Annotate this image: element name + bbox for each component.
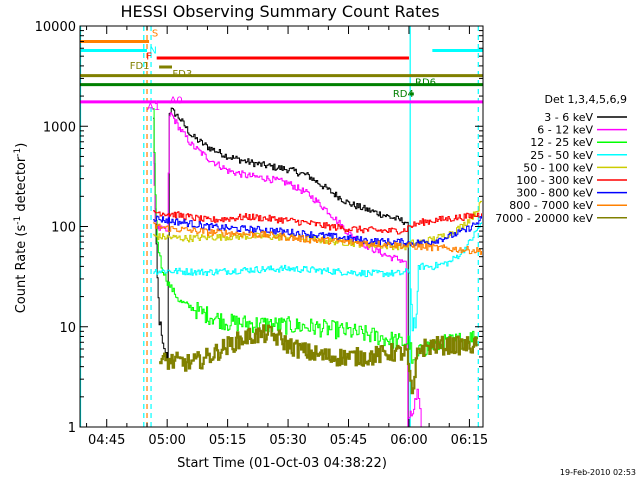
legend-label-6: 300 - 800 keV (516, 187, 593, 200)
x-tick-label-1: 05:00 (148, 433, 185, 448)
series-line-3 (153, 222, 482, 332)
y-axis-label-sup1: -1 (13, 216, 23, 225)
legend-label-0: 3 - 6 keV (544, 111, 593, 124)
series-line-8 (159, 324, 479, 395)
series-line-5 (153, 210, 482, 235)
y-tick-label-1: 10 (59, 321, 76, 336)
x-tick-label-0: 04:45 (88, 433, 125, 448)
legend-title: Det 1,3,4,5,6,9 (544, 93, 627, 106)
y-tick-label-3: 1000 (43, 120, 76, 135)
legend-label-7: 800 - 7000 keV (509, 199, 593, 212)
legend-label-8: 7000 - 20000 keV (495, 212, 593, 225)
y-axis-label: Count Rate (s-1 detector-1) (13, 143, 29, 314)
flag-label-a1: A1 (147, 102, 160, 113)
legend-label-2: 12 - 25 keV (530, 136, 593, 149)
series-line-7 (153, 222, 482, 255)
flag-label-f: F (146, 51, 152, 62)
series-line-0 (153, 107, 409, 427)
x-tick-label-2: 05:15 (209, 433, 246, 448)
y-axis-label-end: ) (14, 143, 29, 148)
legend-label-1: 6 - 12 keV (537, 124, 593, 137)
footer-timestamp: 19-Feb-2010 02:53 (560, 468, 636, 477)
axes: 04:45 05:00 05:15 05:30 05:45 06:00 06:15 1 10 10… (35, 20, 489, 448)
flag-label-n: N (149, 46, 156, 57)
y-tick-label-0: 1 (68, 421, 76, 436)
x-tick-label-3: 05:30 (269, 433, 306, 448)
legend-label-4: 50 - 100 keV (523, 161, 593, 174)
x-tick-label-5: 06:00 (390, 433, 427, 448)
y-axis-label-main: Count Rate (s (14, 225, 29, 314)
flag-label-s: S (152, 29, 158, 40)
flag-label-rd6: RD6 (415, 77, 436, 88)
x-tick-label-4: 05:45 (330, 433, 367, 448)
legend-label-5: 100 - 300 keV (516, 174, 593, 187)
chart-title: HESSI Observing Summary Count Rates (120, 2, 439, 21)
flag-label-a0: A0 (170, 95, 183, 106)
series-line-1 (153, 112, 422, 428)
legend-label-3: 25 - 50 keV (530, 149, 593, 162)
x-axis-label: Start Time (01-Oct-03 04:38:22) (177, 456, 387, 471)
y-tick-label-2: 100 (51, 221, 76, 236)
flag-label-fd1: FD1 (130, 61, 150, 72)
series-lines (153, 107, 482, 428)
y-axis-label-sup2: -1 (13, 148, 23, 157)
y-axis-label-mid: detector (14, 156, 29, 216)
flag-label-rd4: RD4 (393, 89, 414, 100)
y-tick-label-4: 10000 (35, 20, 76, 35)
x-tick-label-6: 06:15 (451, 433, 488, 448)
flag-label-fd3: FD3 (172, 69, 192, 80)
series-line-6 (153, 215, 482, 247)
